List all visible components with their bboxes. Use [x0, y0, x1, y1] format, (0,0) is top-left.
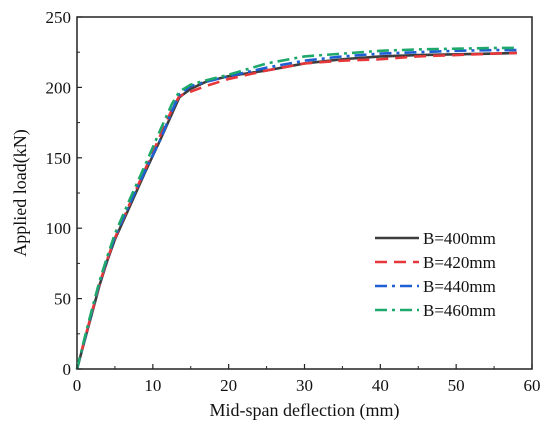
y-tick-label: 0 [63, 360, 72, 379]
x-tick-label: 40 [372, 376, 389, 395]
legend-label: B=440mm [423, 277, 496, 296]
x-tick-label: 0 [73, 376, 82, 395]
series-line-b-460mm [75, 46, 517, 370]
series-line-b-440mm [75, 48, 517, 370]
x-tick-label: 50 [448, 376, 465, 395]
y-tick-label: 200 [46, 78, 72, 97]
x-axis-title: Mid-span deflection (mm) [210, 400, 400, 421]
series-line-b-400mm [75, 51, 517, 370]
x-tick-label: 60 [524, 376, 541, 395]
series-layer [75, 46, 517, 370]
y-tick-label: 50 [54, 290, 71, 309]
legend: B=400mm B=420mm B=440mm B=460mm [375, 229, 496, 320]
y-axis-title: Applied load(kN) [10, 129, 31, 256]
x-axis-ticks: 0 10 20 30 40 50 60 [73, 364, 541, 395]
y-tick-label: 100 [46, 219, 72, 238]
y-tick-label: 250 [46, 8, 72, 27]
x-tick-label: 20 [220, 376, 237, 395]
x-tick-label: 10 [144, 376, 161, 395]
series-line-b-420mm [75, 51, 517, 370]
legend-label: B=420mm [423, 253, 496, 272]
legend-label: B=400mm [423, 229, 496, 248]
plot-area: 0 10 20 30 40 50 60 0 50 100 150 200 250 [46, 8, 541, 395]
y-axis-ticks: 0 50 100 150 200 250 [46, 8, 82, 379]
y-tick-label: 150 [46, 149, 72, 168]
legend-label: B=460mm [423, 301, 496, 320]
x-tick-label: 30 [296, 376, 313, 395]
